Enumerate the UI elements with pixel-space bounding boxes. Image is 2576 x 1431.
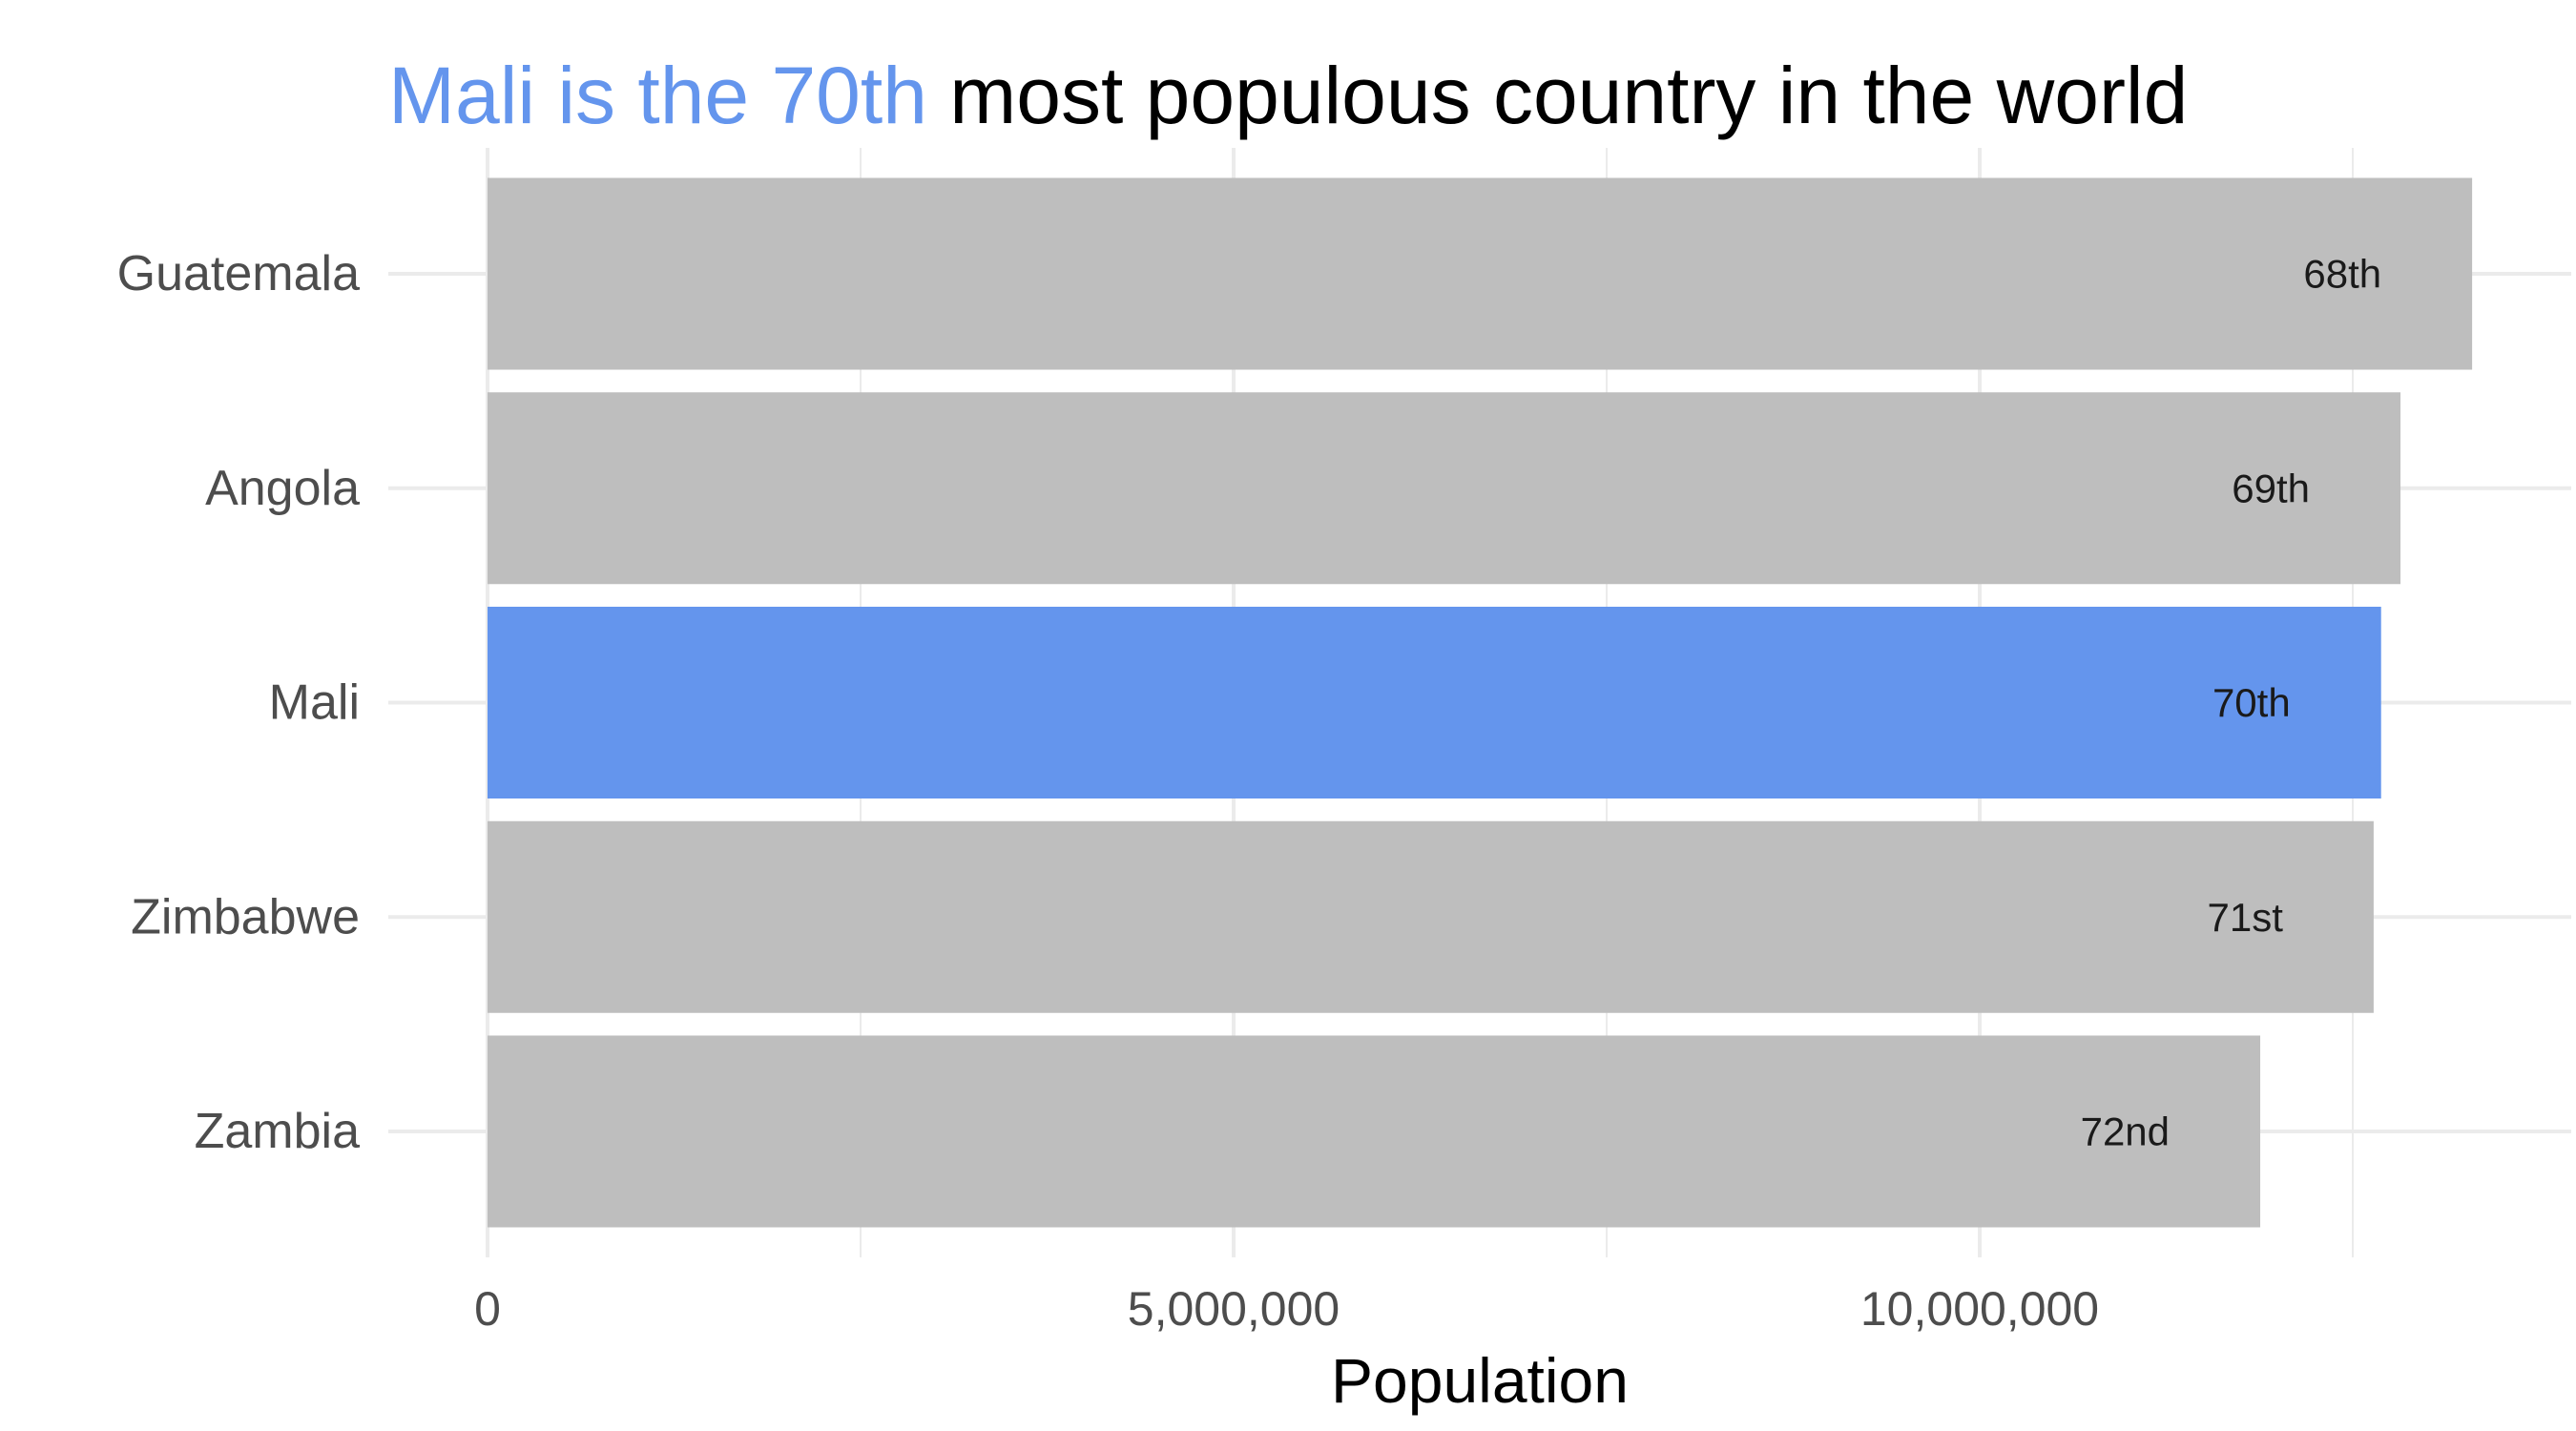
bar-zimbabwe bbox=[488, 820, 2374, 1013]
x-tick-label: 5,000,000 bbox=[1128, 1282, 1340, 1336]
bar-angola bbox=[488, 392, 2401, 585]
bar-mali bbox=[488, 607, 2381, 798]
y-tick-label: Zambia bbox=[195, 1104, 360, 1159]
rank-label-angola: 69th bbox=[2232, 466, 2310, 510]
y-tick-label: Angola bbox=[205, 461, 360, 516]
rank-label-zimbabwe: 71st bbox=[2208, 895, 2284, 940]
x-tick-label: 10,000,000 bbox=[1860, 1282, 2099, 1336]
y-tick-label: Mali bbox=[269, 675, 360, 731]
bar-zambia bbox=[488, 1035, 2261, 1228]
x-axis-title: Population bbox=[1331, 1345, 1629, 1416]
y-tick-label: Zimbabwe bbox=[131, 889, 360, 944]
y-tick-label: Guatemala bbox=[117, 246, 360, 301]
x-tick-label: 0 bbox=[474, 1282, 501, 1336]
bars bbox=[488, 177, 2473, 1228]
chart-title-rest: most populous country in the world bbox=[926, 51, 2189, 140]
rank-label-mali: 70th bbox=[2212, 680, 2291, 725]
chart-title-highlight: Mali is the 70th bbox=[388, 51, 927, 140]
y-axis-labels: Guatemala Angola Mali Zimbabwe Zambia bbox=[117, 246, 360, 1159]
chart-title: Mali is the 70th most populous country i… bbox=[388, 55, 2188, 135]
bar-guatemala bbox=[488, 177, 2473, 370]
rank-label-zambia: 72nd bbox=[2081, 1110, 2170, 1154]
x-axis-labels: 0 5,000,000 10,000,000 bbox=[474, 1282, 2099, 1336]
rank-label-guatemala: 68th bbox=[2303, 252, 2381, 297]
rank-labels: 68th 69th 70th 71st 72nd bbox=[2081, 252, 2382, 1154]
